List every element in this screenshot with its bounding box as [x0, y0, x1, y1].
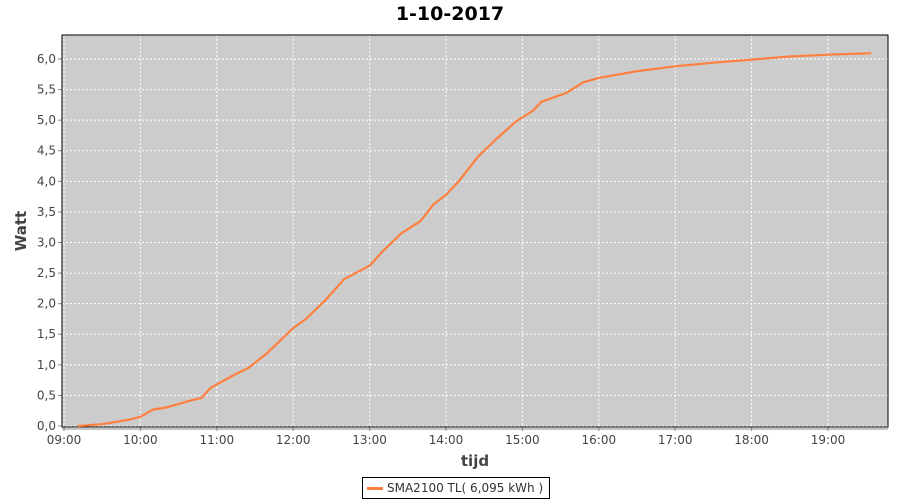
- y-tick-label: 4,0: [37, 174, 56, 188]
- y-tick-label: 5,0: [37, 113, 56, 127]
- y-tick-label: 4,5: [37, 144, 56, 158]
- y-tick-label: 5,5: [37, 83, 56, 97]
- y-tick-label: 1,5: [37, 327, 56, 341]
- plot-border: [61, 34, 889, 428]
- x-tick-label: 09:00: [47, 433, 82, 447]
- series-line: [77, 52, 872, 428]
- y-tick-label: 1,0: [37, 358, 56, 372]
- legend: SMA2100 TL( 6,095 kWh ): [362, 477, 551, 499]
- x-tick-label: 19:00: [811, 433, 846, 447]
- chart-title: 1-10-2017: [395, 3, 505, 25]
- legend-label: SMA2100 TL( 6,095 kWh ): [387, 481, 544, 495]
- y-tick-label: 2,5: [37, 266, 56, 280]
- x-tick-label: 10:00: [123, 433, 158, 447]
- legend-swatch: [367, 486, 383, 490]
- x-tick-label: 18:00: [734, 433, 769, 447]
- x-tick-label: 17:00: [658, 433, 693, 447]
- y-tick-label: 0,0: [37, 419, 56, 433]
- y-tick-label: 2,0: [37, 297, 56, 311]
- plot-area: [62, 35, 888, 427]
- x-tick-label: 12:00: [276, 433, 311, 447]
- x-tick-label: 13:00: [352, 433, 387, 447]
- y-axis-label: Watt: [12, 211, 30, 251]
- x-axis-label: tijd: [461, 452, 489, 470]
- y-tick-label: 3,5: [37, 205, 56, 219]
- x-tick-label: 11:00: [200, 433, 235, 447]
- x-tick-label: 14:00: [429, 433, 464, 447]
- y-tick-label: 3,0: [37, 235, 56, 249]
- y-tick-label: 6,0: [37, 52, 56, 66]
- x-tick-label: 15:00: [505, 433, 540, 447]
- y-tick-label: 0,5: [37, 388, 56, 402]
- x-tick-label: 16:00: [582, 433, 617, 447]
